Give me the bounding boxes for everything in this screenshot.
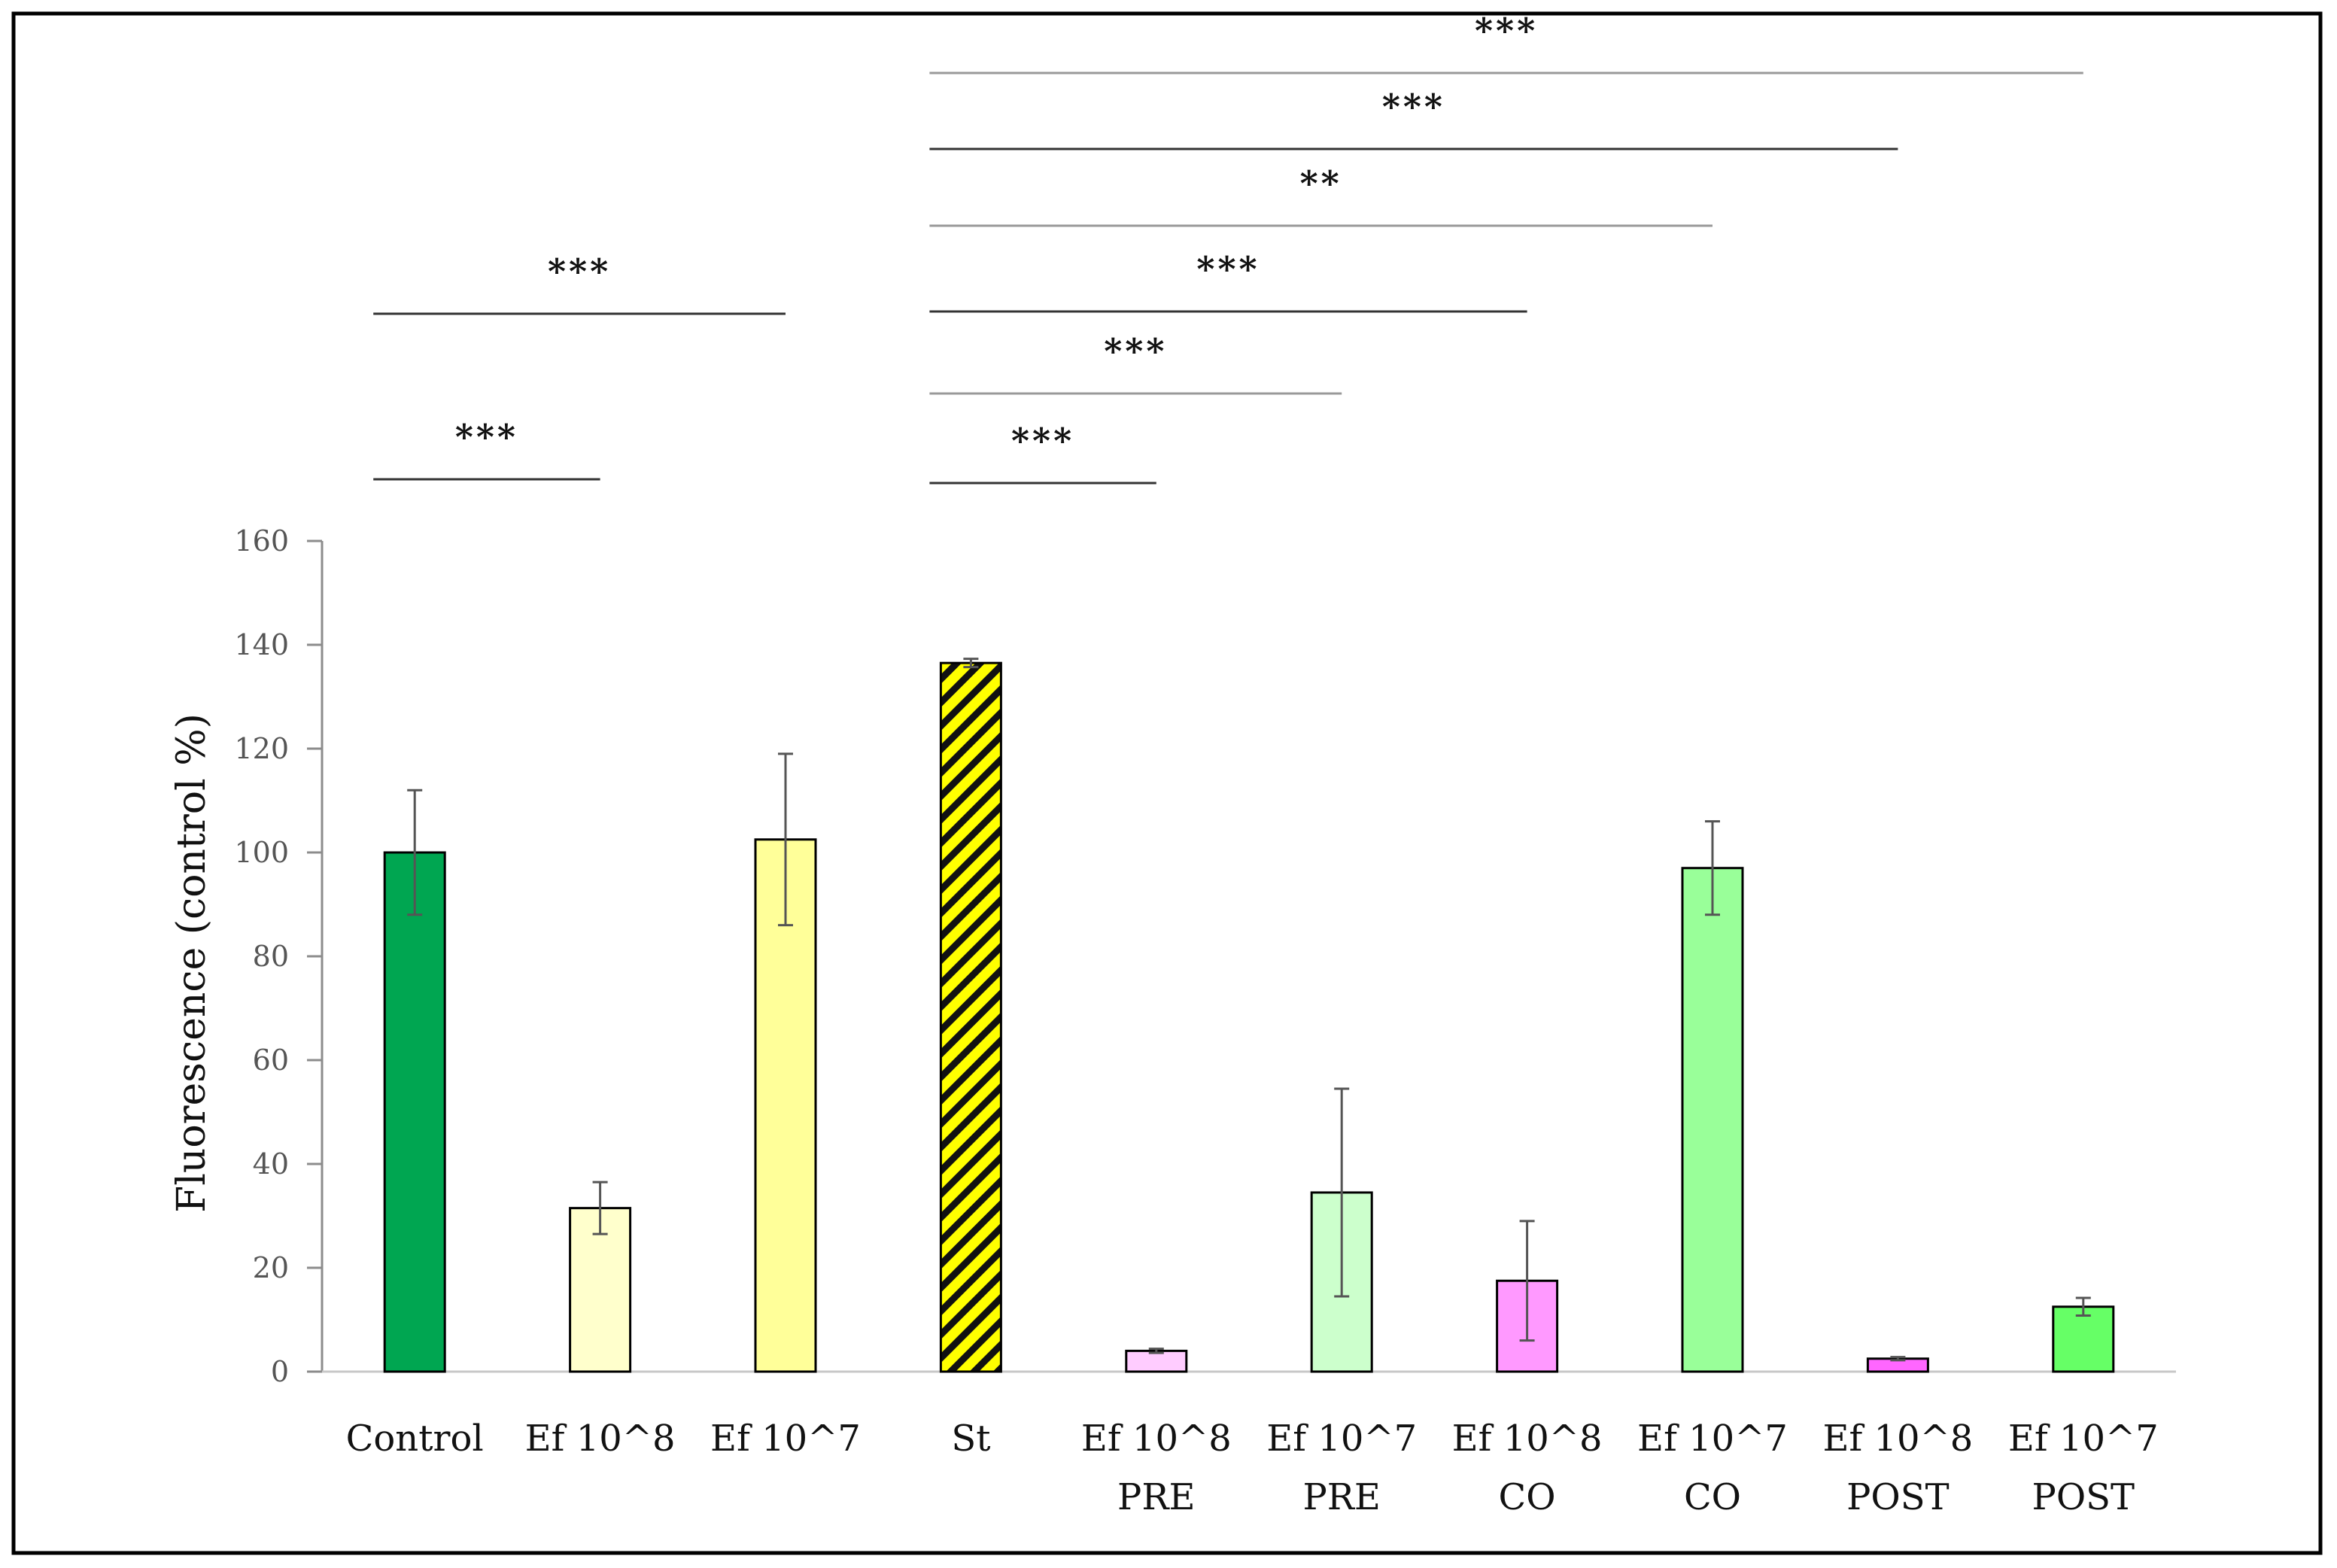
y-tick-label: 140 xyxy=(234,628,289,661)
bar xyxy=(569,1207,632,1373)
x-tick-label: POST xyxy=(1846,1476,1950,1518)
x-tick-label: CO xyxy=(1499,1476,1556,1518)
y-tick-label: 40 xyxy=(253,1147,289,1181)
x-tick-label: Ef 10^8 xyxy=(1822,1418,1973,1460)
significance-label: *** xyxy=(1104,331,1167,372)
x-tick-label: Ef 10^7 xyxy=(1637,1418,1788,1460)
y-tick-label: 0 xyxy=(271,1355,289,1388)
y-tick-label: 80 xyxy=(253,940,289,973)
y-tick-label: 100 xyxy=(234,836,289,869)
bar xyxy=(383,851,446,1373)
bars-group xyxy=(383,658,2115,1373)
x-tick-label: PRE xyxy=(1117,1476,1195,1518)
significance-brackets: *********************** xyxy=(373,11,2083,485)
x-tick-label: St xyxy=(951,1418,990,1460)
significance-label: *** xyxy=(1475,11,1538,51)
bar xyxy=(939,661,1002,1373)
x-tick-label: POST xyxy=(2032,1476,2135,1518)
bar xyxy=(754,838,817,1373)
significance-label: *** xyxy=(548,251,611,292)
y-tick-label: 20 xyxy=(253,1251,289,1284)
x-tick-label: CO xyxy=(1684,1476,1741,1518)
y-tick-label: 60 xyxy=(253,1044,289,1077)
y-tick-label: 120 xyxy=(234,732,289,765)
x-tick-label: Ef 10^7 xyxy=(2008,1418,2159,1460)
x-tick-label: Ef 10^7 xyxy=(1266,1418,1417,1460)
significance-label: *** xyxy=(455,417,518,457)
significance-label: *** xyxy=(1011,421,1074,461)
x-tick-label: Ef 10^8 xyxy=(1452,1418,1603,1460)
x-tick-label: Ef 10^8 xyxy=(1081,1418,1232,1460)
significance-label: *** xyxy=(1196,249,1260,290)
x-tick-labels: Control Ef 10^8 Ef 10^7 St Ef 10^8 PRE Ef 10^7… xyxy=(346,1418,2159,1518)
x-tick-label: Ef 10^7 xyxy=(710,1418,861,1460)
significance-label: ** xyxy=(1300,163,1342,204)
x-tick-label: PRE xyxy=(1302,1476,1380,1518)
figure-border xyxy=(11,11,2323,1555)
y-tick-label: 160 xyxy=(234,524,289,558)
x-tick-label: Control xyxy=(346,1418,484,1460)
bar xyxy=(1681,867,1744,1373)
y-axis-label: Fluorescence (control %) xyxy=(169,713,214,1213)
significance-label: *** xyxy=(1382,87,1445,127)
x-tick-label: Ef 10^8 xyxy=(525,1418,676,1460)
